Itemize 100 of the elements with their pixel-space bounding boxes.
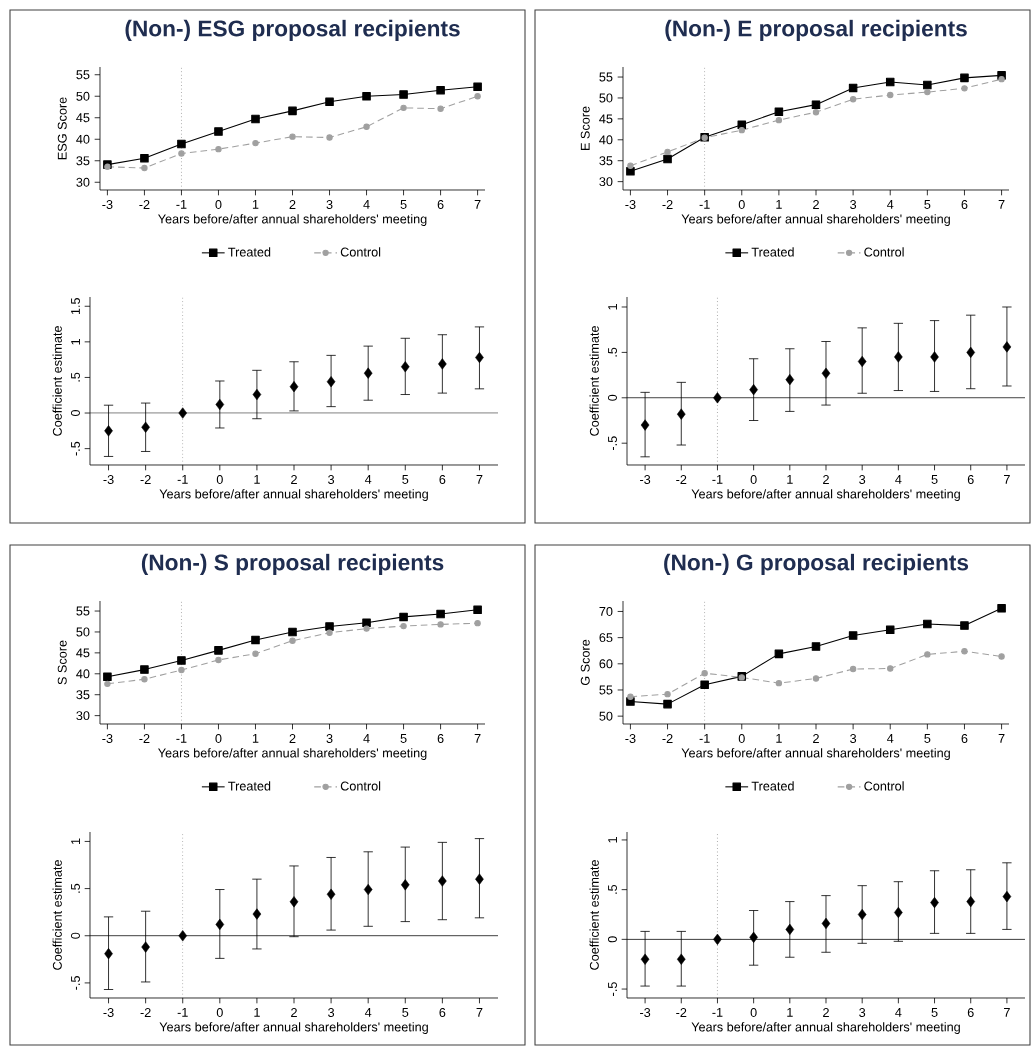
y-tick-label: 55 (76, 606, 90, 616)
legend-label: Control (864, 247, 904, 257)
chart-title: (Non-) G proposal recipients (664, 553, 969, 575)
y-tick-label: 1 (71, 838, 80, 844)
x-tick-label: 4 (895, 475, 902, 484)
x-tick-label: 4 (887, 200, 894, 209)
y-tick-label: 55 (76, 70, 90, 80)
y-tick-label: 35 (76, 690, 90, 700)
y-tick-label: 70 (599, 606, 613, 616)
y-tick-label: 1 (608, 304, 617, 310)
x-tick-label: 7 (998, 734, 1005, 743)
x-tick-label: 1 (787, 475, 793, 484)
x-tick-label: 7 (476, 1008, 483, 1017)
y-axis-title: Coefficient estimate (589, 860, 599, 970)
y-axis-title: Coefficient estimate (52, 860, 62, 970)
y-tick-label: 30 (599, 177, 613, 187)
y-tick-label: 50 (599, 711, 613, 721)
x-tick-label: 6 (437, 734, 444, 744)
x-tick-label: 5 (402, 1008, 409, 1017)
x-tick-label: 0 (216, 1008, 223, 1018)
x-tick-label: 5 (924, 734, 931, 743)
x-tick-label: 3 (328, 1008, 335, 1018)
x-tick-label: 5 (931, 1008, 938, 1017)
x-tick-label: 7 (476, 475, 483, 484)
y-tick-label: 35 (76, 156, 90, 166)
x-axis-title: Years before/after annual shareholders' meeting (681, 748, 950, 760)
y-tick-label: 0 (70, 410, 80, 417)
x-tick-label: -3 (103, 475, 114, 485)
y-tick-label: -.5 (608, 436, 617, 451)
x-tick-label: 1 (252, 734, 259, 743)
y-tick-label: 40 (76, 669, 90, 679)
y-tick-label: 1 (71, 338, 80, 345)
x-tick-label: -2 (662, 734, 673, 743)
x-tick-label: -1 (699, 734, 710, 743)
x-tick-label: 2 (289, 200, 296, 209)
x-tick-label: 5 (924, 200, 931, 209)
x-tick-label: 1 (776, 200, 782, 209)
x-axis-title: Years before/after annual shareholders' meeting (158, 214, 427, 226)
x-tick-label: -2 (140, 475, 151, 484)
x-tick-label: 6 (961, 734, 968, 744)
x-tick-label: 2 (813, 200, 819, 209)
x-axis-title: Years before/after annual shareholders' meeting (691, 489, 960, 501)
x-tick-label: 5 (931, 475, 938, 484)
y-axis-title: Coefficient estimate (589, 326, 599, 436)
x-tick-label: 2 (291, 1008, 297, 1017)
y-tick-label: 50 (599, 93, 613, 103)
x-tick-label: 5 (402, 475, 409, 484)
y-tick-label: 30 (76, 177, 90, 187)
y-tick-label: 50 (76, 627, 90, 637)
x-tick-label: 3 (326, 200, 333, 210)
y-tick-label: -.5 (608, 982, 617, 996)
x-tick-label: 2 (823, 475, 829, 484)
x-tick-label: -2 (139, 200, 150, 209)
x-tick-label: -3 (640, 475, 651, 485)
y-tick-label: 40 (76, 134, 90, 144)
x-tick-label: -1 (177, 1008, 188, 1017)
x-tick-label: 3 (326, 734, 333, 744)
x-tick-label: 0 (750, 1008, 757, 1018)
x-tick-label: 1 (787, 1008, 793, 1017)
y-tick-label: -.5 (71, 976, 80, 990)
x-tick-label: 2 (289, 734, 296, 743)
x-tick-label: 1 (776, 734, 782, 743)
y-axis-title: Coefficient estimate (52, 326, 62, 436)
x-tick-label: -2 (676, 475, 687, 484)
x-tick-label: -1 (176, 734, 187, 743)
y-axis-title: S Score (57, 640, 67, 685)
y-tick-label: 50 (76, 91, 90, 101)
legend-label: Control (864, 781, 904, 791)
x-tick-label: 4 (895, 1008, 902, 1017)
x-tick-label: 0 (750, 475, 757, 485)
y-tick-label: .5 (608, 347, 617, 357)
chart-title: (Non-) ESG proposal recipients (125, 19, 460, 41)
y-tick-label: 0 (607, 394, 617, 401)
x-tick-label: 4 (363, 200, 370, 209)
y-tick-label: 60 (599, 659, 613, 669)
legend-label: Control (340, 781, 381, 791)
x-tick-label: 6 (967, 475, 974, 485)
y-tick-label: 35 (599, 156, 613, 166)
legend-label: Treated (228, 781, 271, 791)
x-tick-label: 6 (439, 475, 446, 485)
y-tick-label: 30 (76, 711, 90, 721)
x-tick-label: 7 (998, 200, 1005, 209)
y-tick-label: .5 (71, 883, 80, 893)
x-tick-label: 0 (738, 200, 745, 210)
x-tick-label: 3 (859, 475, 866, 485)
x-axis-title: Years before/after annual shareholders' meeting (159, 1022, 428, 1034)
x-tick-label: 2 (813, 734, 819, 743)
y-axis-title: G Score (580, 639, 590, 686)
x-tick-label: -1 (177, 475, 188, 484)
x-tick-label: 0 (215, 734, 222, 744)
y-tick-label: 0 (607, 936, 617, 943)
y-tick-label: 55 (599, 685, 613, 695)
x-tick-label: -2 (662, 200, 673, 209)
x-tick-label: -1 (699, 200, 710, 209)
x-tick-label: 6 (967, 1008, 974, 1018)
x-tick-label: 2 (291, 475, 297, 484)
x-tick-label: 4 (364, 475, 372, 484)
x-tick-label: 1 (252, 200, 259, 209)
x-tick-label: 0 (216, 475, 223, 485)
x-tick-label: -3 (625, 200, 636, 210)
